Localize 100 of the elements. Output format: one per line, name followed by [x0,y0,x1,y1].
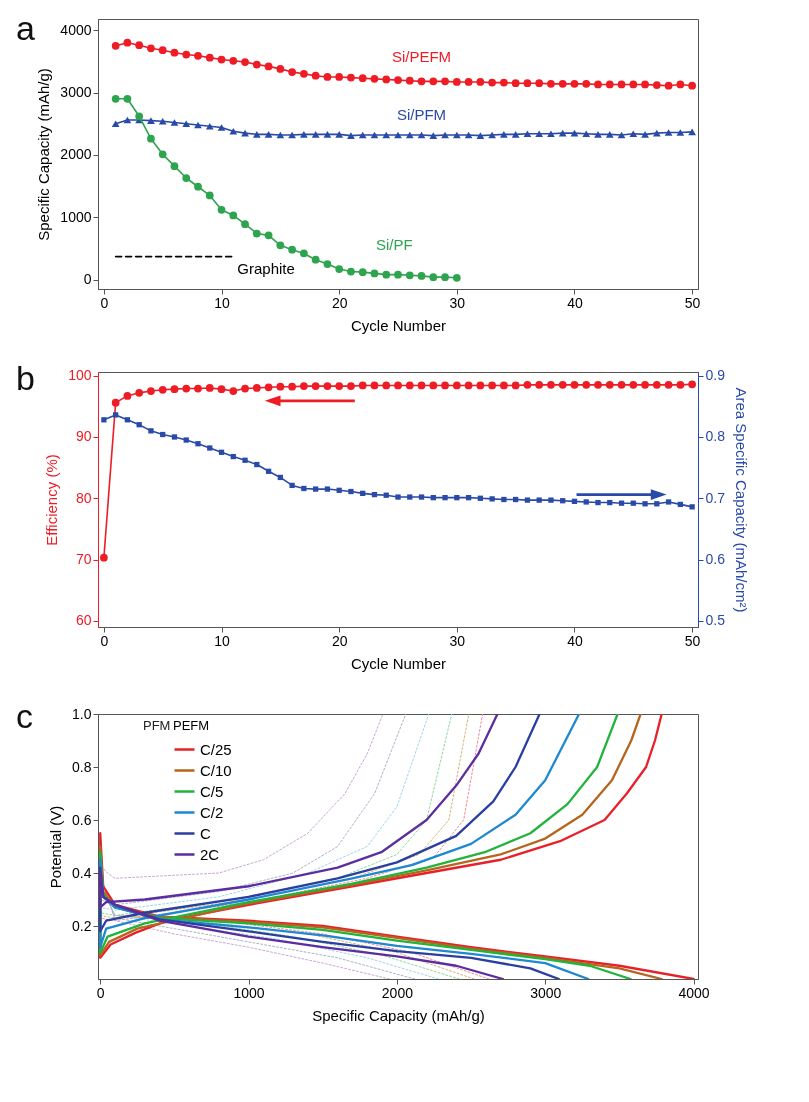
point [605,381,614,389]
point [641,381,649,389]
point [242,457,248,463]
x-tick-label: 50 [684,632,701,649]
point [170,48,179,57]
x-tick-label: 1000 [233,984,265,1001]
x-tick-label: 10 [214,632,231,649]
point [147,117,155,124]
point [452,381,461,390]
y-axis-title: Potential (V) [47,805,65,889]
point [476,78,485,86]
y-tick-label: 1000 [60,208,92,225]
point [123,94,132,103]
point [170,162,179,171]
y-axis-title: Efficiency (%) [43,454,61,546]
point [652,81,661,89]
point [252,131,261,138]
point [642,501,648,507]
point [489,496,495,502]
point [123,392,132,400]
legend-label: C/10 [200,761,232,779]
point [229,56,238,65]
point [418,494,425,500]
point [511,79,520,88]
point [158,117,167,125]
point [171,434,178,440]
point [311,131,320,138]
y-tick-label: 4000 [60,21,92,38]
point [276,382,285,391]
legend-label: C [200,824,211,842]
point [594,131,602,138]
point [452,273,461,282]
point [441,273,449,282]
y-tick-label: 80 [75,489,92,506]
point [358,268,367,277]
point [417,131,426,139]
point [182,174,191,182]
point [311,71,320,80]
point [500,381,508,390]
point [252,229,261,238]
point [464,78,473,86]
legend-label: C/5 [200,782,224,800]
point [536,497,542,503]
point [582,381,591,389]
point [229,127,238,135]
point [417,77,426,86]
point [582,130,591,138]
point [452,78,461,86]
point [289,482,295,489]
point [464,381,473,390]
point [205,122,214,130]
point [276,241,285,250]
x-tick-label: 20 [331,294,348,311]
y2-tick-label: 0.6 [705,551,726,568]
point [664,81,673,90]
point [217,124,226,131]
y-tick-label: 3000 [60,84,92,101]
x-axis-title: Cycle Number [350,654,447,672]
point [500,131,508,138]
y-tick-label: 1.0 [72,705,92,722]
y-tick-label: 0.4 [72,864,92,881]
y2-axis-title: Area Specific Capacity (mAh/cm²) [732,387,750,613]
point [335,265,344,273]
point [488,381,496,390]
y2-tick-label: 0.8 [705,428,726,445]
x-tick-label: 2000 [381,984,414,1001]
point [595,499,601,506]
point [395,494,401,500]
point [311,255,320,264]
point [629,130,638,138]
point [688,380,696,389]
series-label: Si/PF [375,235,413,253]
point [370,131,379,139]
series-label: Si/PFM [396,105,447,123]
x-tick-label: 50 [684,294,701,311]
point [111,398,120,407]
y2-tick-label: 0.9 [705,367,726,384]
point [252,384,261,392]
y-tick-label: 90 [75,428,92,445]
point [264,62,273,71]
x-tick-label: 0 [100,632,109,649]
point [547,79,555,88]
point [194,384,202,393]
point [407,494,413,500]
legend-label: C/2 [200,803,224,821]
point [335,131,344,138]
point [664,129,673,136]
point [205,191,214,200]
point [570,79,579,88]
point [335,382,344,390]
point [182,384,191,393]
y-tick-label: 0 [83,271,92,288]
point [147,387,155,395]
point [641,80,649,89]
y2-tick-label: 0.7 [705,489,726,506]
point [511,381,520,390]
point [113,412,119,418]
point [524,497,531,503]
point [429,77,438,86]
point [665,499,672,505]
